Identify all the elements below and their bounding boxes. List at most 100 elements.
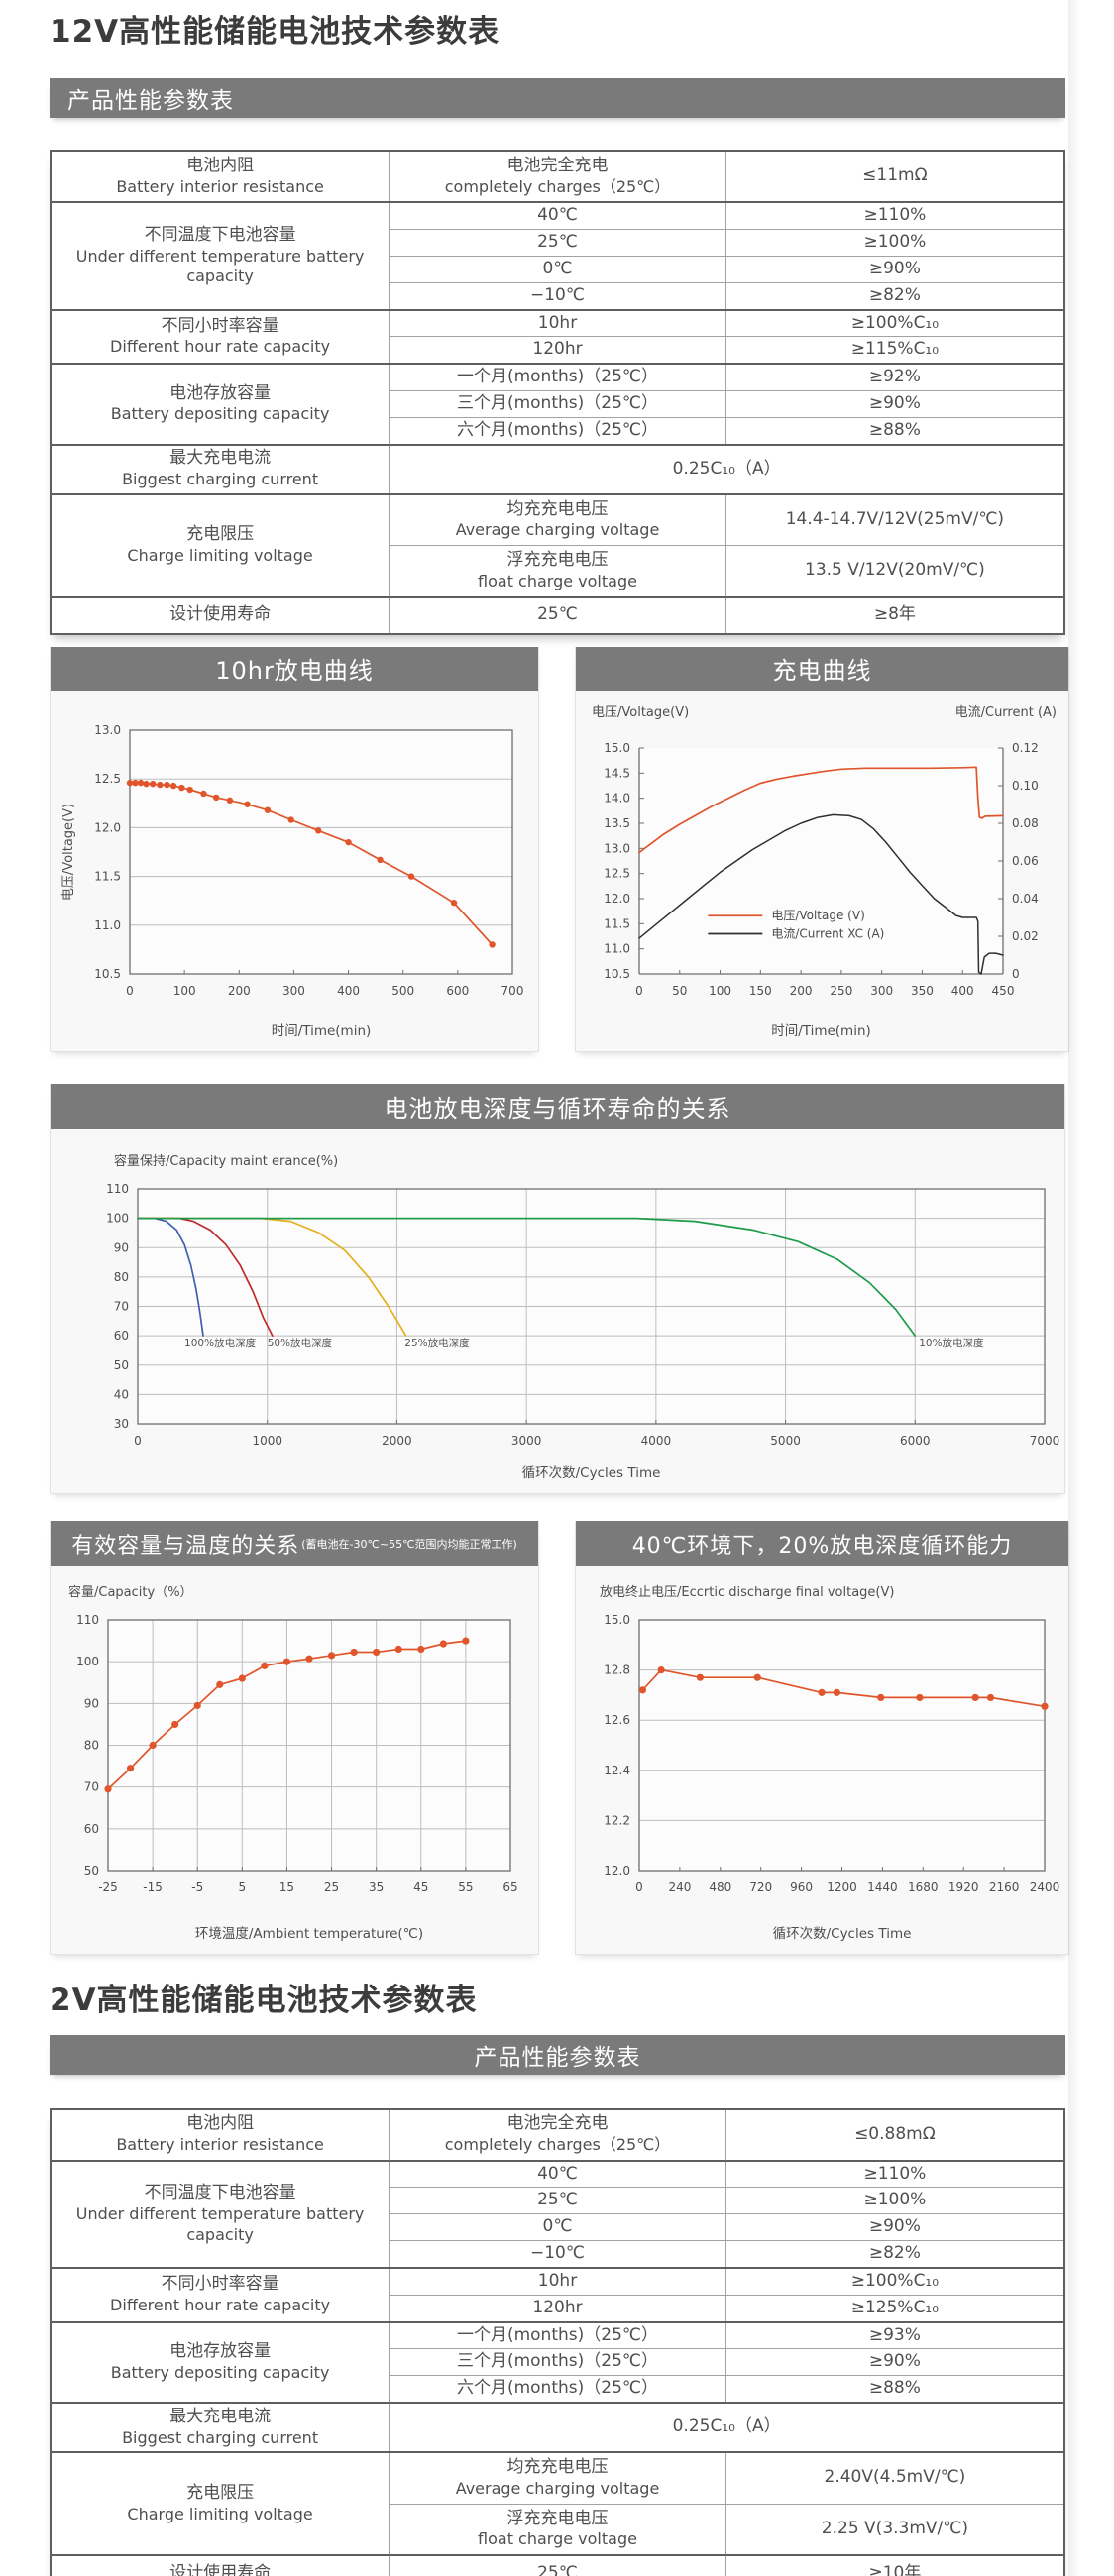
series-line (638, 765, 1004, 853)
data-point (104, 1784, 112, 1792)
data-point (282, 1658, 291, 1665)
tick-label-y: 13.0 (94, 723, 121, 737)
cell-text: 电池完全充电 (506, 2113, 609, 2134)
tick-label-y: 80 (84, 1738, 99, 1752)
data-point (394, 1645, 402, 1653)
table-row: 三个月(months)（25℃） ≥90% (51, 389, 1065, 418)
chart-title-charge: 充电曲线 (576, 646, 1068, 691)
cell-text: ≥10年 (868, 2562, 922, 2576)
value-cell: ≥8年 (724, 595, 1065, 634)
chart-panel-capacity-temperature: 有效容量与温度的关系 (蓄电池在-30℃~55℃范围内均能正常工作) -25 -15… (50, 1520, 539, 1955)
tick-label-y: 12.5 (94, 772, 121, 786)
charge-curve-chart: 0 50 100 150 200 250 300 350 400 450 15.0 14.5 14.0 1… (576, 691, 1068, 1051)
cell-text: completely charges（25℃） (444, 176, 671, 196)
chart-panel-cycle-ability: 40℃环境下，20%放电深度循环能力 0 240 480 720 960 1200 1440… (575, 1520, 1069, 1955)
data-point (171, 1720, 179, 1728)
condition-cell: 三个月(months)（25℃） (389, 2348, 726, 2377)
y-axis-label: 放电终止电压/Eccrtic discharge final voltage(V… (600, 1584, 894, 1600)
tick-label-x: 25 (324, 1880, 339, 1894)
tick-label-x: 150 (749, 984, 772, 998)
spec-table: 电池内阻 Battery interior resistance 电池完全充电 com… (50, 150, 1065, 635)
condition-cell: 25℃ (389, 228, 726, 257)
y-axis-label: 电压/Voltage(V) (61, 803, 76, 900)
cell-text: 10hr (537, 2271, 578, 2291)
tick-label-y2: 0.02 (1012, 929, 1039, 943)
condition-cell: 40℃ (389, 200, 726, 230)
tick-label-x: 700 (501, 984, 524, 998)
value-cell: 2.40V(4.5mV/℃) (724, 2451, 1065, 2505)
y-axis-label: 容量保持/Capacity maint erance(%) (114, 1153, 338, 1169)
condition-cell: 浮充充电电压 float charge voltage (389, 545, 726, 597)
data-point (244, 801, 251, 807)
cell-text: 不同温度下电池容量 (144, 224, 296, 245)
data-point (462, 1636, 470, 1645)
tick-label-x: 200 (790, 984, 813, 998)
cell-text: 40℃ (537, 205, 578, 225)
data-point (350, 1648, 358, 1656)
table-row: −10℃ ≥82% (51, 281, 1065, 311)
tick-label-y: 12.0 (604, 1864, 630, 1878)
tick-label-x: 2160 (989, 1880, 1020, 1894)
cell-text: Battery interior resistance (116, 2135, 324, 2155)
data-point (126, 779, 134, 786)
value-cell: 13.5 V/12V(20mV/℃) (724, 545, 1065, 597)
chart-panel-charge-curve: 充电曲线 0 50 100 150 200 250 300 350 400 450 15.0 14.5… (575, 646, 1069, 1052)
spec-table: 电池内阻 Battery interior resistance 电池完全充电 com… (50, 2107, 1065, 2576)
value-cell: ≤0.88mΩ (724, 2107, 1065, 2161)
cell-text: 充电限压 (186, 524, 255, 545)
condition-cell: 均充充电电压 Average charging voltage (389, 492, 726, 546)
data-point (264, 805, 272, 813)
tick-label-x: 350 (911, 984, 934, 998)
section2-subheader-label: 产品性能参数表 (474, 2044, 641, 2071)
tick-label-x: 480 (709, 1880, 731, 1894)
value-cell: ≥125%C₁₀ (724, 2294, 1065, 2323)
y-axis-label-left: 电压/Voltage(V) (592, 705, 689, 720)
value-cell: ≥100%C₁₀ (724, 2266, 1065, 2296)
table-row: 25℃ ≥100% (51, 228, 1065, 257)
condition-cell: −10℃ (389, 281, 726, 311)
tick-label-y: 70 (84, 1779, 99, 1793)
row-label: 充电限压 Charge limiting voltage (50, 2451, 390, 2556)
cell-text: ≥90% (868, 2351, 921, 2372)
tick-label-x: 35 (369, 1880, 384, 1894)
tick-label-x: -5 (191, 1880, 203, 1894)
condition-cell: 三个月(months)（25℃） (389, 389, 726, 418)
tick-label-y: 12.8 (604, 1663, 630, 1676)
tick-label-y: 11.5 (94, 869, 121, 883)
cell-text: −10℃ (530, 284, 585, 305)
cell-text: float charge voltage (478, 2529, 637, 2549)
cell-text: ≥110% (863, 2163, 927, 2184)
series-line (129, 781, 494, 945)
tick-label-y2: 0 (1012, 967, 1020, 981)
cell-text: Different hour rate capacity (110, 337, 331, 357)
series-line (137, 1217, 917, 1337)
cell-text: 120hr (532, 339, 583, 360)
x-axis-label: 时间/Time(min) (272, 1023, 372, 1039)
cell-text: 25℃ (537, 2190, 578, 2210)
data-point (1041, 1702, 1049, 1710)
chart-svg: 0 240 480 720 960 1200 1440 1680 1920 2160 2400 15.… (600, 1584, 1059, 1942)
chart-title-text: 电池放电深度与循环寿命的关系 (384, 1095, 731, 1123)
chart-title-note: (蓄电池在-30℃~55℃范围内均能正常工作) (301, 1537, 517, 1551)
cell-text: ≥93% (868, 2324, 921, 2345)
cell-text: 最大充电电流 (169, 2406, 272, 2426)
chart-title-cycle-ability: 40℃环境下，20%放电深度循环能力 (576, 1520, 1068, 1566)
tick-label-y: 12.5 (604, 866, 630, 880)
tick-label-x: 1680 (908, 1880, 939, 1894)
tick-label-x: 7000 (1030, 1434, 1060, 1448)
data-point (287, 815, 294, 823)
cell-text: Biggest charging current (122, 470, 319, 489)
table-row: 电池内阻 Battery interior resistance 电池完全充电 com… (50, 150, 1065, 203)
cell-text: ≥90% (868, 258, 921, 278)
row-label: 电池内阻 Battery interior resistance (50, 2107, 390, 2161)
chart-title-text: 有效容量与温度的关系 (71, 1533, 300, 1558)
condition-cell: 10hr (389, 2266, 726, 2296)
value-cell: ≥90% (724, 2213, 1065, 2242)
value-cell: ≥92% (724, 362, 1065, 391)
chart-title-text: 充电曲线 (772, 657, 872, 685)
condition-cell: 一个月(months)（25℃） (389, 362, 726, 391)
tick-label-x: 50 (672, 984, 687, 998)
data-point (149, 1741, 157, 1749)
cell-text: Battery depositing capacity (110, 404, 330, 424)
tick-label-x: 100 (709, 984, 731, 998)
